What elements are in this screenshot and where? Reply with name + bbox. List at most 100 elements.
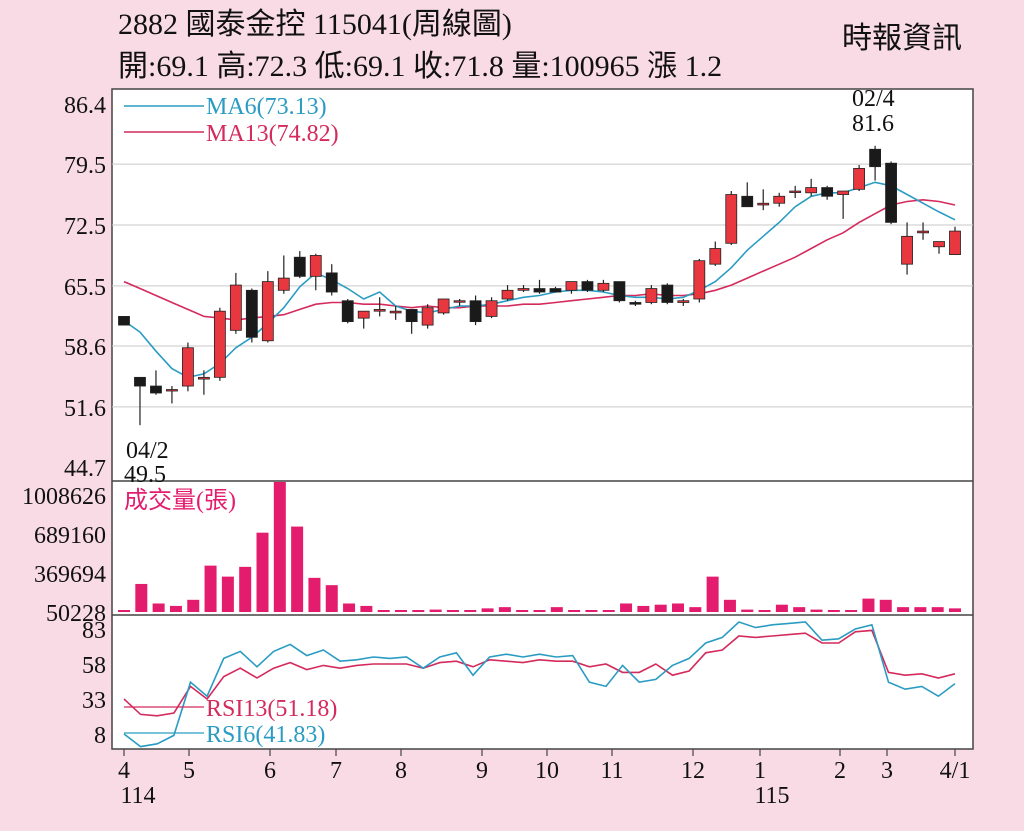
- low-value-annotation: 49.5: [124, 462, 166, 488]
- candle-body: [901, 235, 913, 265]
- volume-bar: [949, 608, 961, 612]
- candle-body: [485, 300, 498, 317]
- candle-body: [134, 376, 146, 387]
- x-tick-label: 12: [681, 758, 705, 784]
- volume-bar: [273, 482, 286, 612]
- volume-bar: [793, 607, 806, 612]
- rsi-tick-label: 58: [82, 653, 106, 679]
- high-date-annotation: 02/4: [852, 86, 895, 112]
- candle-body: [229, 284, 242, 331]
- candle-body: [517, 288, 530, 291]
- volume-bar: [169, 605, 182, 612]
- x-tick-label: 9: [476, 758, 488, 784]
- ma13-legend-label: MA13(74.82): [206, 121, 339, 147]
- volume-tick-label: 689160: [34, 523, 106, 549]
- volume-bar: [446, 610, 459, 612]
- x-tick-label: 4: [118, 758, 130, 784]
- candle-body: [709, 248, 722, 265]
- candle-body: [405, 309, 418, 323]
- volume-bar: [464, 610, 477, 612]
- candle-body: [453, 300, 466, 303]
- volume-bar: [810, 609, 823, 612]
- x-tick-label: 6: [264, 758, 276, 784]
- volume-bar: [741, 609, 754, 612]
- low-date-annotation: 04/2: [126, 438, 169, 464]
- candle-body: [501, 289, 514, 300]
- rsi-tick-label: 33: [82, 688, 106, 714]
- volume-bar: [481, 608, 494, 612]
- x-tick-label: 10: [535, 758, 559, 784]
- candle-body: [949, 230, 961, 255]
- volume-bar: [291, 526, 304, 612]
- candle-body: [437, 298, 450, 314]
- candle-body: [182, 347, 194, 387]
- candle-body: [565, 281, 578, 291]
- price-tick-label: 51.6: [64, 396, 106, 422]
- x-tick-label: 8: [395, 758, 407, 784]
- rsi6-line: [123, 621, 956, 748]
- candle-body: [309, 255, 322, 277]
- candle-body: [150, 385, 162, 394]
- volume-tick-label: 369694: [34, 562, 106, 588]
- candle-body: [389, 310, 402, 314]
- volume-bar: [395, 610, 407, 612]
- rsi6-legend-label: RSI6(41.83): [206, 722, 325, 748]
- volume-bar: [862, 598, 875, 612]
- candle-body: [853, 168, 866, 190]
- source-label: 時報資訊: [842, 22, 962, 55]
- volume-bar: [239, 566, 252, 612]
- volume-bar: [204, 565, 217, 612]
- price-tick-label: 58.6: [64, 335, 106, 361]
- chart-plot-area: [111, 88, 974, 750]
- volume-bar: [256, 532, 269, 612]
- candle-body: [421, 307, 434, 326]
- volume-bar: [118, 610, 130, 612]
- candle-body: [773, 195, 786, 204]
- candle-body: [198, 376, 210, 380]
- candle-body: [533, 288, 546, 293]
- ohlc-summary: 開:69.1 高:72.3 低:69.1 收:71.8 量:100965 漲 1…: [118, 50, 723, 83]
- candle-body: [581, 281, 594, 291]
- volume-bar: [914, 607, 927, 612]
- x-tick-label: 4/1: [940, 758, 971, 784]
- x-tick-label: 2: [834, 758, 846, 784]
- price-tick-label: 79.5: [64, 153, 106, 179]
- price-tick-label: 72.5: [64, 214, 106, 240]
- volume-bar: [758, 610, 771, 612]
- candle-body: [469, 300, 482, 323]
- x-tick-label: 3: [881, 758, 893, 784]
- volume-bar: [897, 607, 910, 612]
- candle-body: [645, 288, 658, 303]
- candle-body: [597, 282, 610, 291]
- x-tick-label: 5: [183, 758, 195, 784]
- volume-bar: [325, 585, 338, 612]
- candle-body: [293, 256, 306, 277]
- candle-body: [741, 195, 754, 208]
- candle-body: [245, 289, 258, 338]
- candle-body: [885, 162, 897, 223]
- candle-body: [789, 190, 802, 193]
- x-tick-label: 7: [330, 758, 342, 784]
- volume-bar: [931, 607, 944, 612]
- volume-bar: [602, 610, 615, 612]
- price-tick-label: 65.5: [64, 275, 106, 301]
- high-value-annotation: 81.6: [852, 111, 894, 137]
- volume-bar: [187, 599, 200, 612]
- candle-body: [118, 316, 130, 326]
- candle-body: [725, 194, 738, 244]
- volume-bar: [879, 599, 892, 612]
- candle-body: [213, 310, 226, 378]
- candle-body: [261, 281, 274, 342]
- candle-body: [933, 241, 945, 248]
- volume-bar: [723, 599, 736, 612]
- volume-bar: [498, 607, 511, 612]
- rsi-tick-label: 8: [94, 723, 106, 749]
- candle-body: [166, 389, 178, 392]
- volume-tick-label: 1008626: [22, 484, 106, 510]
- candle-body: [805, 187, 818, 194]
- volume-bar: [706, 576, 719, 612]
- x-year-label: 115: [754, 783, 789, 809]
- candle-body: [917, 230, 929, 234]
- volume-bar: [377, 610, 390, 612]
